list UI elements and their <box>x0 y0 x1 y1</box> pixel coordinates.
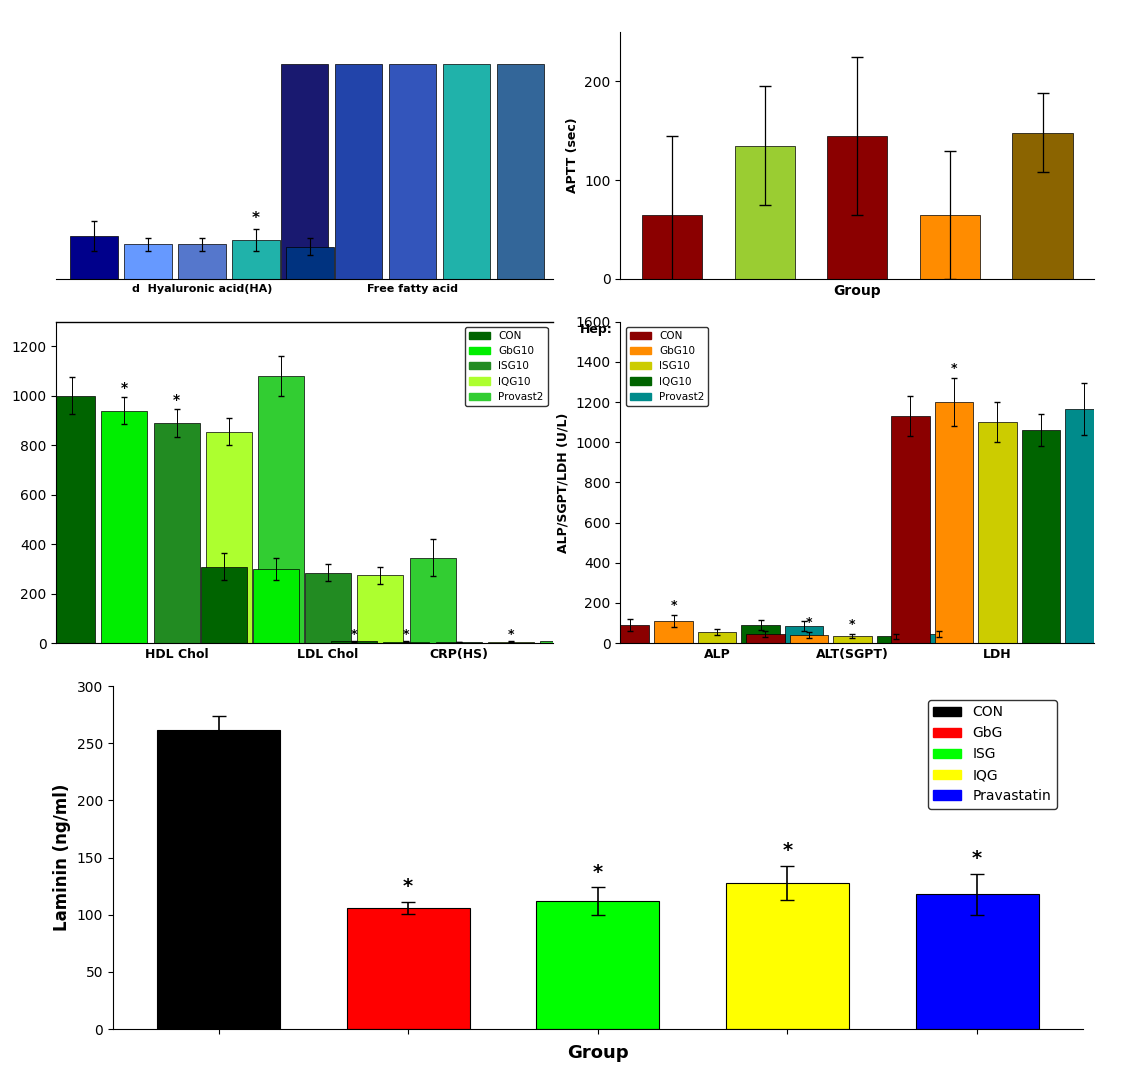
Text: *: * <box>121 381 127 396</box>
Bar <box>785 626 823 643</box>
Bar <box>178 244 226 279</box>
Bar <box>1065 410 1103 643</box>
Bar <box>253 569 299 643</box>
Bar <box>536 902 660 1029</box>
Bar <box>1022 430 1060 643</box>
Bar <box>978 422 1016 643</box>
Legend: CON, GbG, ISG, IQG, Pravastatin: CON, GbG, ISG, IQG, Pravastatin <box>928 700 1057 808</box>
Text: *: * <box>403 628 409 641</box>
Bar <box>734 146 795 279</box>
Bar <box>346 908 470 1029</box>
Text: *: * <box>593 863 602 881</box>
Bar <box>891 416 929 643</box>
Bar <box>124 244 171 279</box>
Bar <box>442 64 491 279</box>
Text: *: * <box>351 627 358 641</box>
Bar <box>157 730 280 1029</box>
Y-axis label: Laminin (ng/ml): Laminin (ng/ml) <box>53 784 71 932</box>
Bar <box>747 635 785 643</box>
Bar <box>389 64 437 279</box>
Y-axis label: ALP/SGPT/LDH (U/L): ALP/SGPT/LDH (U/L) <box>557 413 570 552</box>
Text: *: * <box>173 393 180 407</box>
Bar <box>70 236 118 279</box>
Bar <box>358 576 404 643</box>
Bar <box>205 432 252 643</box>
Bar <box>919 214 980 279</box>
Bar <box>201 566 247 643</box>
Bar <box>611 625 650 643</box>
Bar <box>698 632 737 643</box>
Bar <box>935 402 973 643</box>
Bar <box>827 136 888 279</box>
Bar <box>834 636 872 643</box>
Text: *: * <box>951 362 958 375</box>
Bar <box>409 557 456 643</box>
Text: *: * <box>508 628 514 641</box>
Text: *: * <box>783 840 793 860</box>
Bar <box>335 64 382 279</box>
Text: *: * <box>403 878 413 896</box>
Bar <box>741 625 779 643</box>
Bar <box>384 642 430 643</box>
Y-axis label: APTT (sec): APTT (sec) <box>566 118 579 193</box>
Bar <box>258 376 305 643</box>
Bar <box>540 641 587 643</box>
Bar <box>1013 133 1073 279</box>
Legend: CON, GbG10, ISG10, IQG10, Provast2: CON, GbG10, ISG10, IQG10, Provast2 <box>626 327 708 406</box>
Text: *: * <box>252 211 261 226</box>
Bar <box>232 240 280 279</box>
Bar <box>496 64 544 279</box>
Bar <box>102 411 148 643</box>
Bar <box>642 214 702 279</box>
Bar <box>916 894 1039 1029</box>
X-axis label: Group: Group <box>834 284 881 298</box>
Bar <box>876 636 915 643</box>
Text: Hep:: Hep: <box>580 323 613 336</box>
Bar <box>332 641 377 643</box>
Bar <box>725 882 849 1029</box>
Text: *: * <box>849 619 856 631</box>
Bar <box>488 642 534 643</box>
Bar <box>153 423 200 643</box>
Bar <box>790 635 828 643</box>
Bar <box>281 64 328 279</box>
Bar <box>654 621 693 643</box>
Bar <box>920 635 959 643</box>
X-axis label: Group: Group <box>567 1044 628 1062</box>
Text: *: * <box>670 599 677 612</box>
Bar <box>305 572 351 643</box>
Bar <box>435 642 482 643</box>
Text: *: * <box>805 616 812 629</box>
Text: *: * <box>972 849 982 868</box>
Bar <box>50 396 95 643</box>
Legend: CON, GbG10, ISG10, IQG10, Provast2: CON, GbG10, ISG10, IQG10, Provast2 <box>465 327 547 406</box>
Bar <box>287 247 334 279</box>
